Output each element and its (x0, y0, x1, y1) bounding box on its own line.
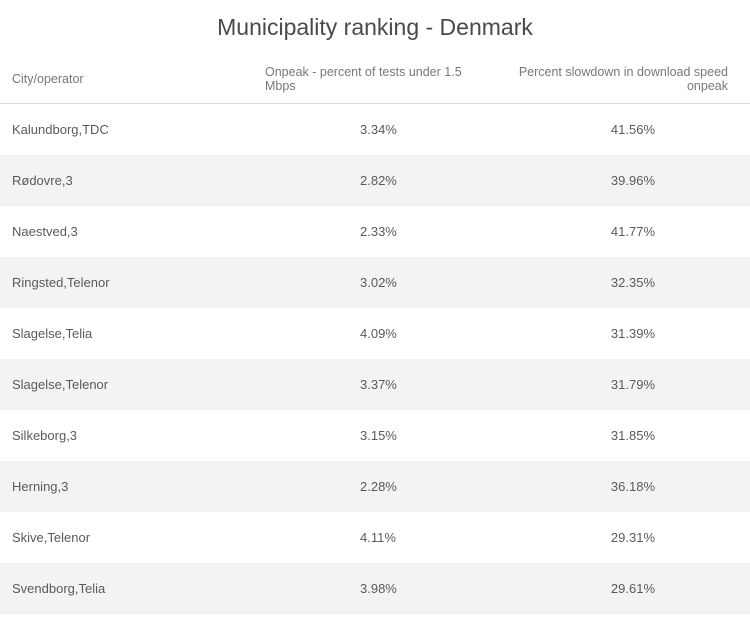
cell-slowdown: 29.31% (495, 512, 750, 563)
table-row: Naestved,32.33%41.77% (0, 206, 750, 257)
cell-tests: 3.98% (225, 563, 495, 614)
table-row: Slagelse,Telenor3.37%31.79% (0, 359, 750, 410)
table-header-row: City/operator Onpeak - percent of tests … (0, 57, 750, 104)
ranking-container: Municipality ranking - Denmark City/oper… (0, 0, 750, 614)
cell-tests: 3.02% (225, 257, 495, 308)
header-tests: Onpeak - percent of tests under 1.5 Mbps (225, 57, 495, 104)
table-row: Herning,32.28%36.18% (0, 461, 750, 512)
table-row: Rødovre,32.82%39.96% (0, 155, 750, 206)
cell-tests: 2.28% (225, 461, 495, 512)
cell-tests: 4.09% (225, 308, 495, 359)
cell-slowdown: 36.18% (495, 461, 750, 512)
header-city: City/operator (0, 57, 225, 104)
cell-slowdown: 31.79% (495, 359, 750, 410)
cell-slowdown: 29.61% (495, 563, 750, 614)
cell-city: Naestved,3 (0, 206, 225, 257)
cell-city: Slagelse,Telenor (0, 359, 225, 410)
cell-city: Kalundborg,TDC (0, 104, 225, 156)
header-slowdown: Percent slowdown in download speed onpea… (495, 57, 750, 104)
cell-city: Rødovre,3 (0, 155, 225, 206)
cell-city: Skive,Telenor (0, 512, 225, 563)
table-row: Slagelse,Telia4.09%31.39% (0, 308, 750, 359)
cell-slowdown: 41.56% (495, 104, 750, 156)
table-row: Skive,Telenor4.11%29.31% (0, 512, 750, 563)
page-title: Municipality ranking - Denmark (0, 0, 750, 57)
cell-tests: 3.37% (225, 359, 495, 410)
table-row: Kalundborg,TDC3.34%41.56% (0, 104, 750, 156)
cell-tests: 2.82% (225, 155, 495, 206)
cell-tests: 3.34% (225, 104, 495, 156)
cell-tests: 2.33% (225, 206, 495, 257)
table-row: Ringsted,Telenor3.02%32.35% (0, 257, 750, 308)
cell-tests: 4.11% (225, 512, 495, 563)
cell-slowdown: 39.96% (495, 155, 750, 206)
cell-city: Herning,3 (0, 461, 225, 512)
table-body: Kalundborg,TDC3.34%41.56%Rødovre,32.82%3… (0, 104, 750, 615)
table-row: Silkeborg,33.15%31.85% (0, 410, 750, 461)
cell-slowdown: 31.85% (495, 410, 750, 461)
cell-city: Slagelse,Telia (0, 308, 225, 359)
cell-slowdown: 32.35% (495, 257, 750, 308)
cell-city: Silkeborg,3 (0, 410, 225, 461)
cell-slowdown: 41.77% (495, 206, 750, 257)
cell-slowdown: 31.39% (495, 308, 750, 359)
cell-tests: 3.15% (225, 410, 495, 461)
table-row: Svendborg,Telia3.98%29.61% (0, 563, 750, 614)
cell-city: Ringsted,Telenor (0, 257, 225, 308)
cell-city: Svendborg,Telia (0, 563, 225, 614)
ranking-table: City/operator Onpeak - percent of tests … (0, 57, 750, 614)
